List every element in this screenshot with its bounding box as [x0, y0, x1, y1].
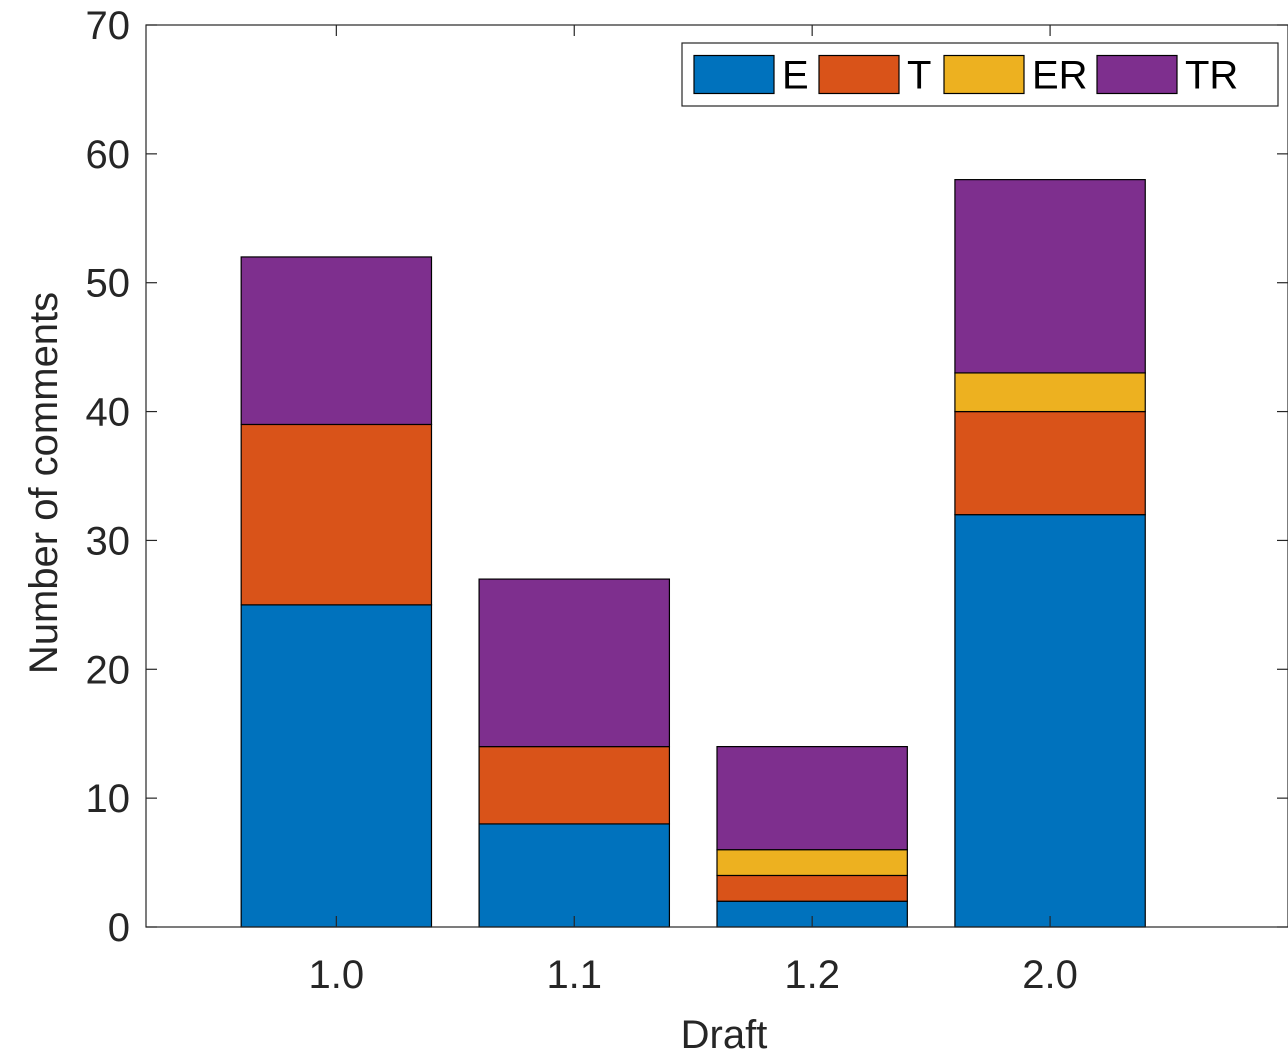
bar-segment-er-1-2: [716, 849, 908, 877]
bar-segment-e-2-0: [954, 514, 1146, 928]
legend-swatch-e: [693, 54, 775, 95]
legend-swatch-t: [818, 54, 900, 95]
x-axis-label: Draft: [681, 1013, 768, 1057]
axes-layer: [145, 24, 1288, 928]
bar-segment-e-1-0: [240, 604, 433, 928]
y-tick-label: 50: [86, 262, 131, 306]
y-axis-label: Number of comments: [22, 292, 66, 674]
legend-label-t: T: [907, 54, 931, 98]
bar-segment-tr-1-1: [478, 578, 671, 748]
bar-segment-t-1-0: [240, 423, 433, 606]
bar-segment-t-2-0: [954, 410, 1146, 516]
y-tick-label: 10: [86, 777, 131, 821]
x-tick-label: 2.0: [1022, 953, 1078, 997]
bar-segment-t-1-1: [478, 745, 671, 825]
bar-segment-tr-1-2: [716, 745, 908, 851]
bar-segment-tr-1-0: [240, 256, 433, 426]
x-tick-label: 1.1: [546, 953, 602, 997]
x-tick-label: 1.0: [309, 953, 365, 997]
bar-segment-e-1-1: [478, 823, 671, 928]
legend-label-e: E: [782, 54, 809, 98]
ticks-layer: 0 10 20 30 40 50 60 70 1.0 1.1 1.2 2.0: [86, 4, 1288, 997]
x-tick-label: 1.2: [784, 953, 840, 997]
bars-layer: [240, 179, 1146, 928]
y-tick-label: 60: [86, 133, 131, 177]
bar-segment-er-2-0: [954, 372, 1146, 413]
y-tick-label: 70: [86, 4, 131, 48]
bar-segment-tr-2-0: [954, 179, 1146, 374]
y-tick-label: 40: [86, 391, 131, 435]
legend-swatch-er: [943, 54, 1025, 95]
y-tick-label: 30: [86, 519, 131, 563]
legend-label-er: ER: [1032, 54, 1088, 98]
bar-segment-t-1-2: [716, 874, 908, 902]
y-tick-label: 20: [86, 648, 131, 692]
legend-swatch-tr: [1096, 54, 1178, 95]
y-tick-label: 0: [108, 906, 130, 950]
plot-frame: [145, 24, 1288, 928]
legend: E T ER TR: [681, 42, 1279, 107]
legend-label-tr: TR: [1185, 54, 1238, 98]
